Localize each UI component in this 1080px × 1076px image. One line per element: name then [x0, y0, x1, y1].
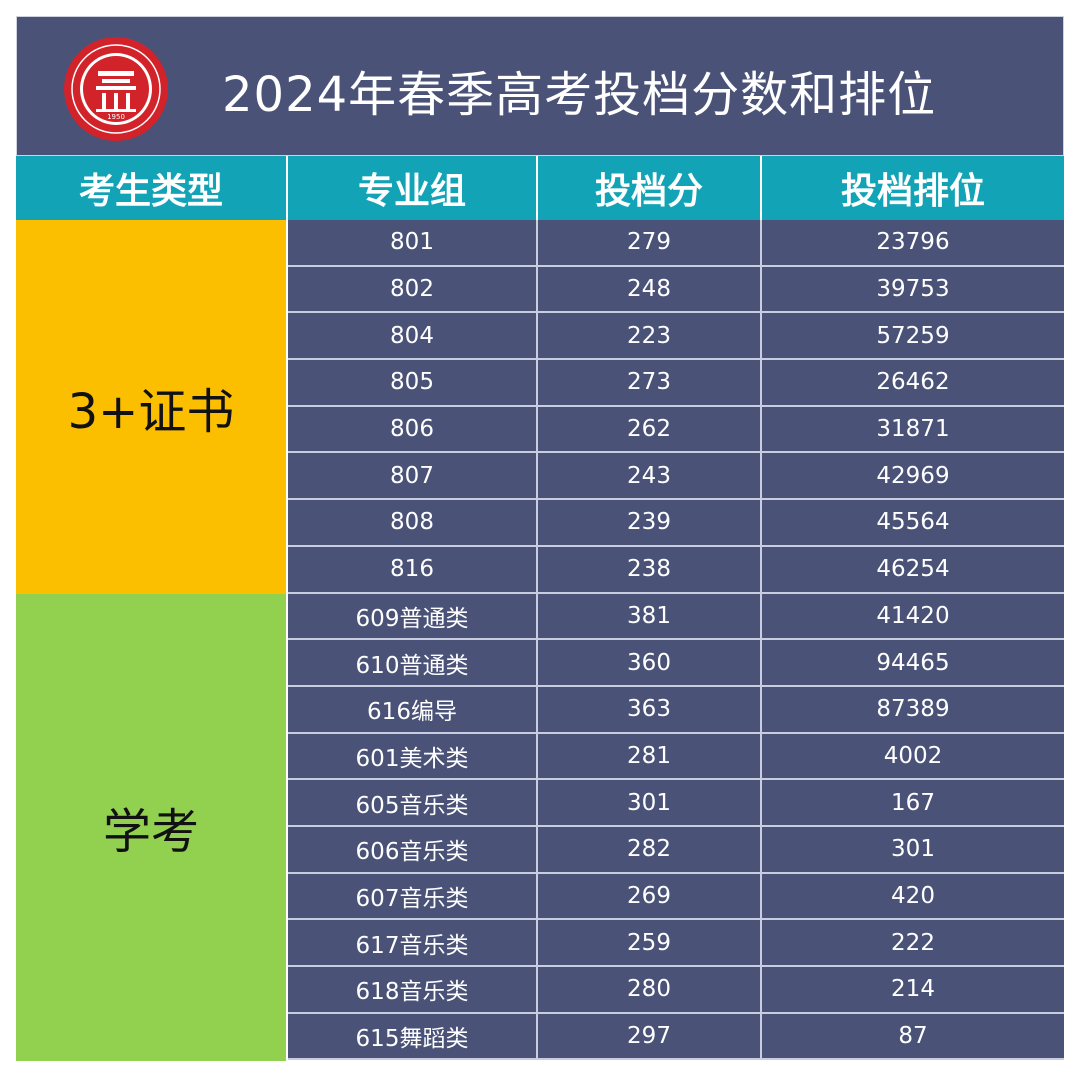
score-cell: 248 [538, 266, 762, 314]
rank-cell: 57259 [762, 313, 1064, 361]
rank-cell: 39753 [762, 266, 1064, 314]
table-row: 816 238 46254 [288, 546, 1064, 594]
header-group: 专业组 [288, 156, 538, 220]
table-row: 615舞蹈类 297 87 [288, 1013, 1064, 1061]
table-row: 804 223 57259 [288, 313, 1064, 361]
score-cell: 239 [538, 500, 762, 547]
major-group-cell: 609普通类 [288, 593, 538, 641]
table-body: 801 279 23796 802 248 39753 804 223 57259 805 273 2… [288, 220, 1064, 1061]
table-row: 808 239 45564 [288, 500, 1064, 547]
title-banner: 1950 2024年春季高考投档分数和排位 [16, 16, 1064, 156]
major-group-cell: 808 [288, 500, 538, 547]
score-cell: 301 [538, 780, 762, 827]
table-row: 606音乐类 282 301 [288, 826, 1064, 874]
score-cell: 297 [538, 1013, 762, 1061]
rank-cell: 420 [762, 873, 1064, 921]
major-group-cell: 617音乐类 [288, 920, 538, 967]
rank-cell: 214 [762, 967, 1064, 1014]
table-row: 805 273 26462 [288, 360, 1064, 407]
major-group-cell: 615舞蹈类 [288, 1013, 538, 1061]
major-group-cell: 807 [288, 453, 538, 501]
table-row: 801 279 23796 [288, 220, 1064, 267]
group-label-certificate: 3+证书 [16, 220, 288, 594]
score-cell: 243 [538, 453, 762, 501]
table-row: 618音乐类 280 214 [288, 967, 1064, 1014]
score-cell: 281 [538, 733, 762, 781]
major-group-cell: 801 [288, 220, 538, 267]
major-group-cell: 610普通类 [288, 640, 538, 687]
table-row: 609普通类 381 41420 [288, 593, 1064, 641]
score-table-poster: 1950 2024年春季高考投档分数和排位 考生类型 专业组 投档分 投档排位 … [16, 16, 1064, 1061]
rank-cell: 94465 [762, 640, 1064, 687]
table-row: 605音乐类 301 167 [288, 780, 1064, 827]
score-cell: 269 [538, 873, 762, 921]
major-group-cell: 618音乐类 [288, 967, 538, 1014]
rank-cell: 167 [762, 780, 1064, 827]
major-group-cell: 805 [288, 360, 538, 407]
rank-cell: 222 [762, 920, 1064, 967]
score-cell: 360 [538, 640, 762, 687]
rank-cell: 41420 [762, 593, 1064, 641]
table-row: 617音乐类 259 222 [288, 920, 1064, 967]
major-group-cell: 605音乐类 [288, 780, 538, 827]
rank-cell: 4002 [762, 733, 1064, 781]
rank-cell: 23796 [762, 220, 1064, 267]
table-row: 601美术类 281 4002 [288, 733, 1064, 781]
table-row: 616编导 363 87389 [288, 686, 1064, 734]
score-cell: 363 [538, 686, 762, 734]
table-row: 807 243 42969 [288, 453, 1064, 501]
score-cell: 259 [538, 920, 762, 967]
major-group-cell: 601美术类 [288, 733, 538, 781]
major-group-cell: 806 [288, 406, 538, 454]
score-cell: 223 [538, 313, 762, 361]
major-group-cell: 606音乐类 [288, 826, 538, 874]
score-cell: 381 [538, 593, 762, 641]
school-seal-icon: 1950 [64, 37, 168, 141]
header-score: 投档分 [538, 156, 762, 220]
header-type: 考生类型 [16, 156, 288, 220]
rank-cell: 42969 [762, 453, 1064, 501]
table-row: 607音乐类 269 420 [288, 873, 1064, 921]
major-group-cell: 802 [288, 266, 538, 314]
header-rank: 投档排位 [762, 156, 1064, 220]
rank-cell: 26462 [762, 360, 1064, 407]
table-row: 806 262 31871 [288, 406, 1064, 454]
rank-cell: 46254 [762, 546, 1064, 594]
rank-cell: 301 [762, 826, 1064, 874]
score-cell: 262 [538, 406, 762, 454]
score-cell: 280 [538, 967, 762, 1014]
table-row: 802 248 39753 [288, 266, 1064, 314]
page-title: 2024年春季高考投档分数和排位 [222, 67, 937, 123]
rank-cell: 87389 [762, 686, 1064, 734]
score-cell: 238 [538, 546, 762, 594]
major-group-cell: 804 [288, 313, 538, 361]
table-header: 考生类型 专业组 投档分 投档排位 [16, 156, 1064, 220]
rank-cell: 45564 [762, 500, 1064, 547]
group-label-academic: 学考 [16, 593, 288, 1061]
rank-cell: 87 [762, 1013, 1064, 1061]
major-group-cell: 607音乐类 [288, 873, 538, 921]
table-row: 610普通类 360 94465 [288, 640, 1064, 687]
rank-cell: 31871 [762, 406, 1064, 454]
score-cell: 282 [538, 826, 762, 874]
seal-year: 1950 [107, 113, 125, 121]
major-group-cell: 816 [288, 546, 538, 594]
score-cell: 279 [538, 220, 762, 267]
score-cell: 273 [538, 360, 762, 407]
major-group-cell: 616编导 [288, 686, 538, 734]
